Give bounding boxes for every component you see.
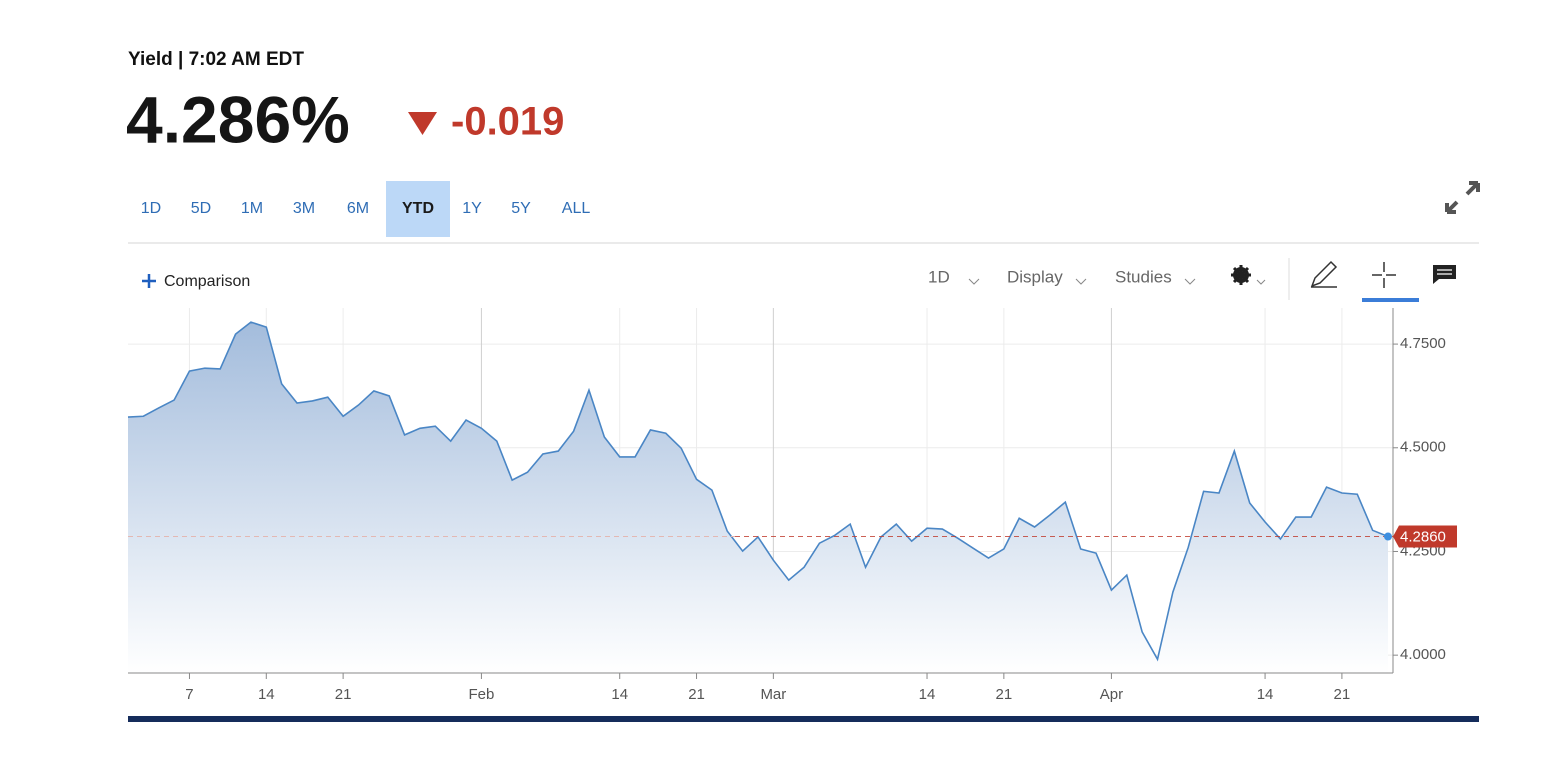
expand-icon[interactable] [1445, 181, 1480, 214]
range-button[interactable]: ALL [562, 200, 591, 217]
x-tick-label: Mar [760, 686, 786, 703]
x-tick-label: 21 [996, 686, 1013, 703]
x-tick-label: 7 [185, 686, 193, 703]
range-active [386, 181, 450, 237]
range-button[interactable]: 3M [293, 200, 315, 217]
chevron [1184, 278, 1196, 285]
interval[interactable]: 1D [928, 267, 950, 286]
last-point [1384, 532, 1392, 541]
price: 4.286% [126, 82, 350, 156]
y-tick-label: 4.7500 [1400, 335, 1446, 352]
x-tick-label: 21 [688, 686, 705, 703]
settings-icon[interactable] [1231, 265, 1251, 285]
range-button[interactable]: YTD [402, 200, 434, 217]
x-tick-label: 14 [258, 686, 275, 703]
x-tick-label: Apr [1100, 686, 1123, 703]
range-bar: 1D 5D 1M 3M 6M YTD 1Y 5Y ALL [141, 181, 591, 237]
plus-icon[interactable] [142, 274, 156, 288]
down-arrow [408, 112, 437, 135]
x-tick-label: Feb [468, 686, 494, 703]
active-tool [1362, 298, 1419, 302]
x-tick-label: 14 [611, 686, 628, 703]
comment-lines [1437, 269, 1452, 275]
x-tick-label: 14 [919, 686, 936, 703]
range-button[interactable]: 5D [191, 200, 211, 217]
quote-title: Yield | 7:02 AM EDT [128, 49, 304, 70]
area [128, 322, 1388, 673]
x-tick-label: 21 [335, 686, 352, 703]
x-tick-label: 21 [1334, 686, 1351, 703]
y-tick-label: 4.5000 [1400, 439, 1446, 456]
display[interactable]: Display [1007, 267, 1063, 286]
chevron [1075, 278, 1087, 285]
y-tick-label: 4.0000 [1400, 646, 1446, 663]
range-button[interactable]: 1Y [462, 200, 482, 217]
comparison[interactable]: Comparison [164, 273, 250, 290]
crosshair-icon[interactable] [1372, 262, 1396, 288]
chevron [968, 278, 980, 285]
range-button[interactable]: 1D [141, 200, 161, 217]
studies[interactable]: Studies [1115, 267, 1172, 286]
change: -0.019 [451, 100, 564, 144]
bottom-bar [128, 716, 1479, 722]
current-label: 4.2860 [1400, 529, 1446, 546]
draw-icon[interactable] [1310, 260, 1338, 288]
range-button[interactable]: 6M [347, 200, 369, 217]
range-button[interactable]: 1M [241, 200, 263, 217]
x-tick-label: 14 [1257, 686, 1274, 703]
chevron [1256, 279, 1266, 285]
current-badge [1393, 525, 1457, 548]
range-button[interactable]: 5Y [511, 200, 531, 217]
